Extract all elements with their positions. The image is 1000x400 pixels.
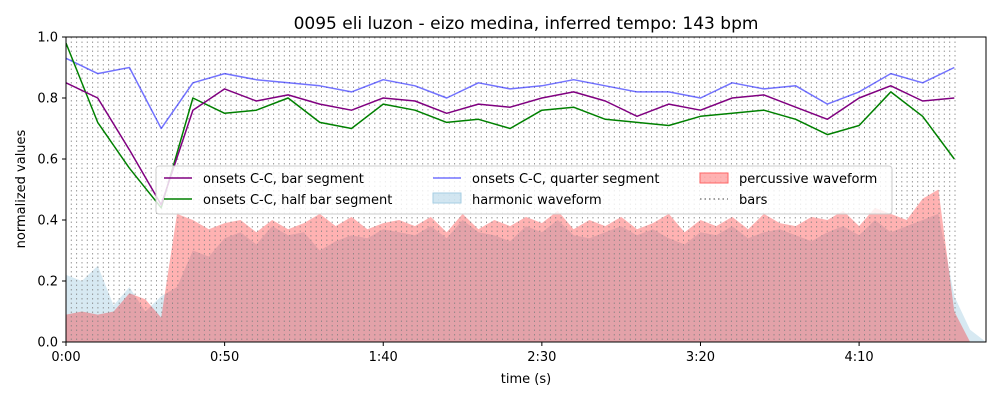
legend-label-bars: bars bbox=[739, 193, 768, 208]
legend-label-bar-segment: onsets C-C, bar segment bbox=[203, 172, 364, 187]
legend-label-half-bar-segment: onsets C-C, half bar segment bbox=[203, 193, 392, 208]
x-axis-ticks: 0:00 0:50 1:40 2:30 3:20 4:10 bbox=[51, 342, 874, 365]
legend: onsets C-C, bar segment onsets C-C, half… bbox=[155, 165, 893, 215]
x-tick-label: 1:40 bbox=[369, 350, 398, 365]
y-tick-label: 0.4 bbox=[37, 214, 58, 229]
legend-label-percussive: percussive waveform bbox=[739, 172, 877, 187]
y-tick-label: 0.6 bbox=[37, 153, 58, 168]
plot-area bbox=[66, 37, 986, 342]
x-tick-label: 0:50 bbox=[210, 350, 239, 365]
x-tick-label: 2:30 bbox=[527, 350, 556, 365]
y-axis-ticks: 0.0 0.2 0.4 0.6 0.8 1.0 bbox=[37, 31, 66, 351]
bar-segment-line bbox=[66, 82, 955, 206]
percussive-waveform-area bbox=[66, 189, 986, 342]
legend-swatch-harmonic bbox=[432, 192, 462, 204]
half-bar-segment-line bbox=[66, 42, 955, 209]
harmonic-waveform-area bbox=[66, 213, 986, 342]
x-tick-label: 0:00 bbox=[51, 350, 80, 365]
legend-label-harmonic: harmonic waveform bbox=[472, 193, 602, 208]
y-tick-label: 0.8 bbox=[37, 92, 58, 107]
y-tick-label: 1.0 bbox=[37, 31, 58, 46]
y-tick-label: 0.2 bbox=[37, 275, 58, 290]
plot-frame bbox=[65, 36, 987, 343]
harmonic-waveform-fill bbox=[66, 213, 986, 342]
x-axis-label: time (s) bbox=[501, 372, 551, 387]
quarter-segment-line bbox=[66, 57, 955, 130]
y-tick-label: 0.0 bbox=[37, 336, 58, 351]
legend-frame bbox=[155, 165, 893, 215]
y-axis-label: normalized values bbox=[14, 129, 29, 248]
percussive-waveform-fill bbox=[66, 189, 986, 342]
x-tick-label: 4:10 bbox=[845, 350, 874, 365]
chart-title: 0095 eli luzon - eizo medina, inferred t… bbox=[294, 14, 759, 34]
legend-label-quarter-segment: onsets C-C, quarter segment bbox=[472, 172, 659, 187]
legend-swatch-percussive bbox=[699, 172, 729, 184]
x-tick-label: 3:20 bbox=[686, 350, 715, 365]
onset-lines bbox=[66, 42, 955, 209]
